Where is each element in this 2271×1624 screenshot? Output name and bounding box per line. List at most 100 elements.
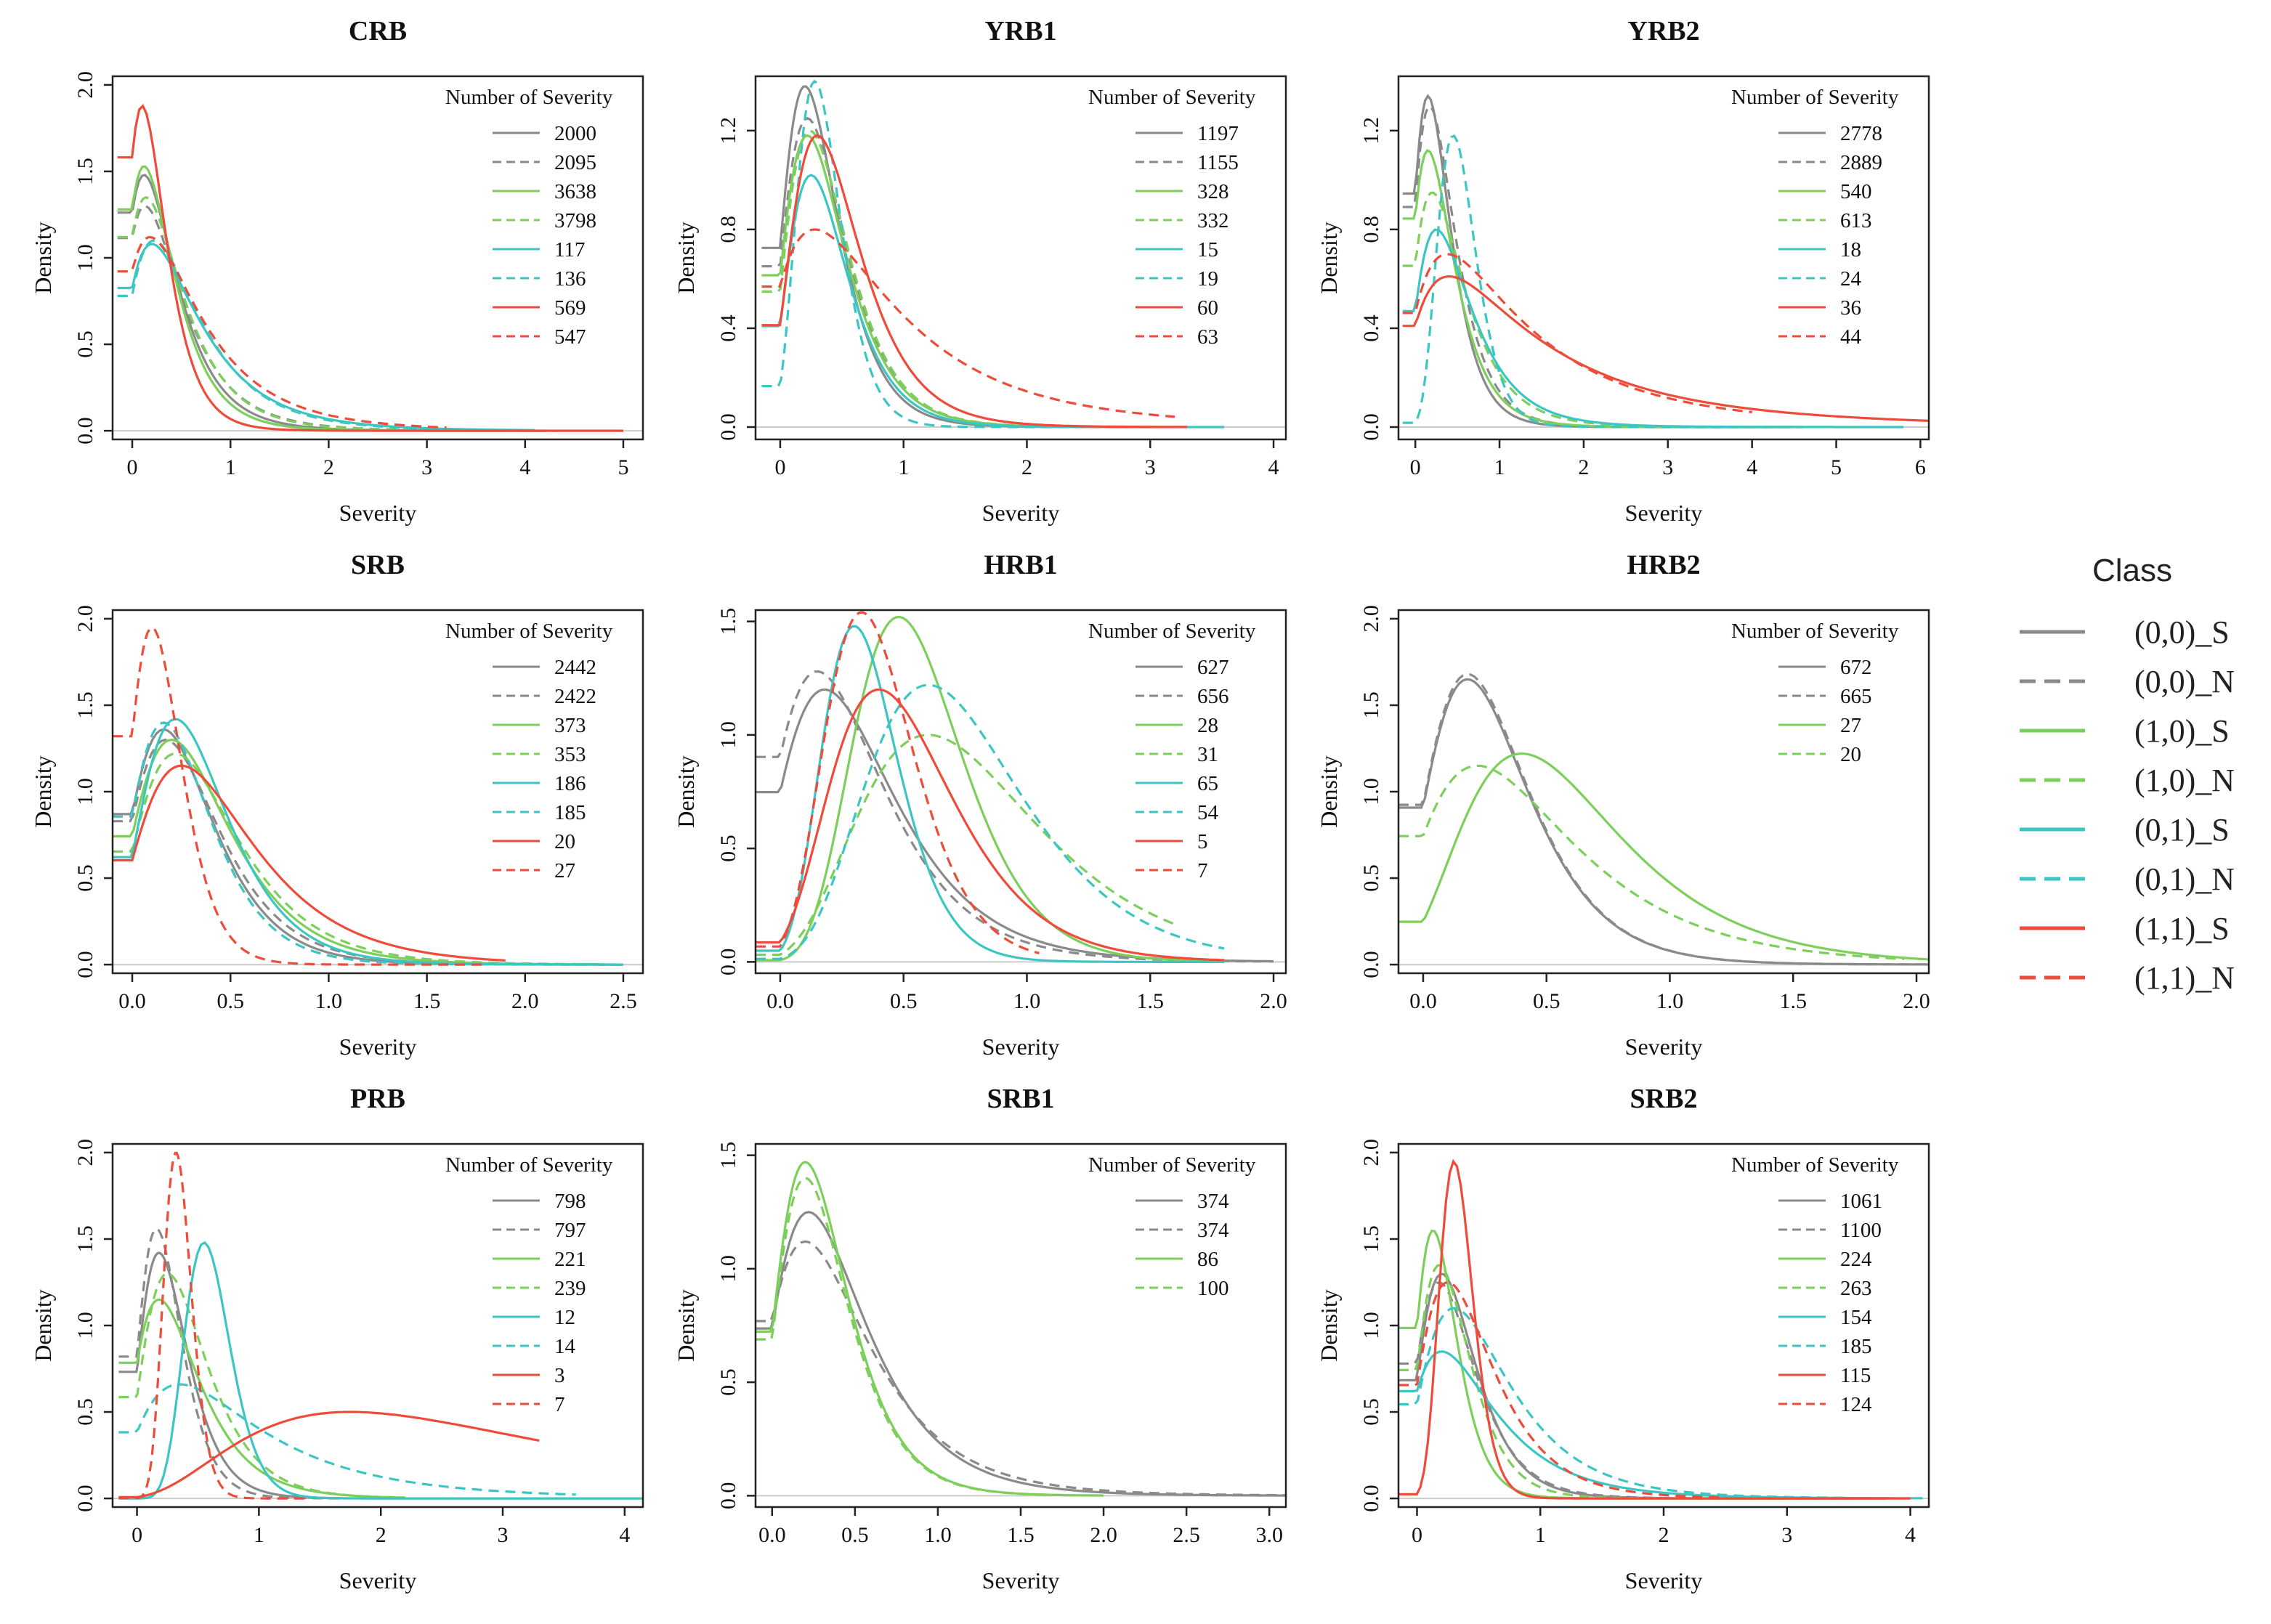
legend-entry: 263 [1840, 1277, 1872, 1300]
legend-entry: 12 [554, 1306, 575, 1329]
legend-entry: 185 [554, 801, 586, 824]
chart-title: HRB2 [1627, 550, 1700, 580]
x-tick-label: 1.0 [1013, 989, 1041, 1013]
x-tick-label: 0.0 [118, 989, 146, 1013]
chart-title: SRB1 [987, 1084, 1055, 1114]
y-tick-label: 1.5 [716, 608, 740, 636]
legend-entry: 2442 [554, 656, 596, 679]
x-tick-label: 5 [1831, 455, 1842, 479]
class-legend: Class (0,0)_S (0,0)_N (1,0)_S (1,0)_N (0,1)_… [2005, 548, 2271, 1013]
legend-entry: 239 [554, 1277, 586, 1300]
y-tick-label: 1.5 [1359, 691, 1383, 719]
x-axis-label: Severity [339, 1567, 417, 1593]
legend-entry: 7 [554, 1393, 565, 1416]
class-legend-label: (0,0)_N [2134, 664, 2235, 699]
density-curve [118, 1151, 308, 1500]
legend-entry: 569 [554, 296, 586, 320]
y-tick-label: 0.5 [716, 835, 740, 862]
legend-title: Number of Severity [1088, 620, 1256, 643]
density-curve [1398, 752, 1929, 961]
x-axis-label: Severity [339, 500, 417, 526]
y-tick-label: 2.0 [73, 605, 97, 633]
y-tick-label: 0.5 [73, 864, 97, 892]
density-curve [117, 104, 623, 432]
chart-title: SRB2 [1630, 1084, 1698, 1114]
density-curve [1398, 1307, 1849, 1499]
x-tick-label: 2 [1578, 455, 1589, 479]
legend-entry: 117 [554, 238, 585, 261]
legend-entry: 186 [554, 772, 586, 795]
y-tick-label: 0.5 [73, 1398, 97, 1426]
density-curve [1398, 1230, 1787, 1500]
legend-title: Number of Severity [445, 1153, 613, 1177]
x-tick-label: 2.5 [610, 989, 637, 1013]
x-tick-label: 0.0 [758, 1523, 786, 1547]
x-tick-label: 3 [1781, 1523, 1792, 1547]
y-tick-label: 1.0 [716, 1255, 740, 1283]
density-curve [1402, 134, 1803, 429]
x-tick-label: 0 [1412, 1523, 1422, 1547]
x-tick-label: 1.5 [1137, 989, 1165, 1013]
x-tick-label: 1 [225, 455, 236, 479]
chart-title: YRB2 [1627, 16, 1699, 46]
x-tick-label: 1 [898, 455, 909, 479]
y-tick-label: 0.8 [1359, 216, 1383, 243]
x-tick-label: 0 [1410, 455, 1421, 479]
legend-entry: 185 [1840, 1335, 1872, 1358]
x-tick-label: 3 [498, 1523, 509, 1547]
density-curve [118, 1272, 381, 1498]
y-tick-label: 1.5 [1359, 1225, 1383, 1253]
density-curve [756, 1177, 1071, 1497]
density-curve [113, 718, 623, 966]
legend-entry: 332 [1197, 209, 1229, 232]
x-tick-label: 2 [1021, 455, 1032, 479]
density-curve [118, 1241, 643, 1500]
legend-entry: 3638 [554, 180, 596, 203]
legend-entry: 5 [1197, 830, 1208, 853]
density-curve [761, 134, 1188, 429]
legend-entry: 224 [1840, 1248, 1872, 1271]
legend-entry: 27 [1840, 714, 1861, 737]
density-curve [117, 235, 447, 429]
legend-entry: 1197 [1197, 122, 1239, 145]
y-tick-label: 0.0 [1359, 413, 1383, 441]
y-tick-label: 0.5 [716, 1368, 740, 1396]
y-axis-label: Density [30, 755, 56, 828]
plot-frame [754, 75, 1287, 441]
x-tick-label: 1 [1494, 455, 1505, 479]
y-tick-label: 0.4 [716, 314, 740, 342]
density-curve [756, 625, 1225, 963]
density-curve [756, 734, 1175, 957]
class-legend-label: (0,1)_N [2134, 861, 2235, 897]
y-tick-label: 1.2 [1359, 117, 1383, 145]
legend-entry: 3 [554, 1364, 565, 1387]
density-curve [113, 764, 506, 962]
legend-entry: 15 [1197, 238, 1218, 261]
y-tick-label: 2.0 [73, 1139, 97, 1166]
legend-entry: 136 [554, 267, 586, 291]
x-tick-label: 2.0 [1903, 989, 1930, 1013]
y-tick-label: 1.0 [716, 721, 740, 749]
class-legend-label: (1,0)_N [2134, 763, 2235, 798]
legend-entry: 154 [1840, 1306, 1872, 1329]
x-tick-label: 4 [1268, 455, 1279, 479]
y-axis-label: Density [673, 1289, 699, 1362]
legend-title: Number of Severity [1088, 1153, 1256, 1177]
legend-entry: 374 [1197, 1219, 1229, 1242]
legend-entry: 797 [554, 1219, 586, 1242]
legend-entry: 20 [554, 830, 575, 853]
legend-entry: 672 [1840, 656, 1872, 679]
y-tick-label: 0.5 [73, 330, 97, 358]
x-tick-label: 2 [323, 455, 334, 479]
x-tick-label: 4 [1746, 455, 1757, 479]
x-tick-label: 2 [1659, 1523, 1669, 1547]
legend-entry: 28 [1197, 714, 1218, 737]
y-axis-label: Density [673, 755, 699, 828]
legend-entry: 373 [554, 714, 586, 737]
